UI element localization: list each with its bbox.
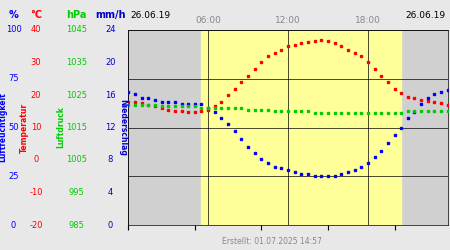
Text: %: %: [9, 10, 18, 20]
Text: °C: °C: [30, 10, 42, 20]
Text: Erstellt: 01.07.2025 14:57: Erstellt: 01.07.2025 14:57: [222, 237, 322, 246]
Bar: [202, 30, 401, 225]
Text: 30: 30: [31, 58, 41, 67]
Text: 1035: 1035: [66, 58, 87, 67]
Text: 1005: 1005: [66, 156, 87, 164]
Text: 20: 20: [105, 58, 116, 67]
Text: 26.06.19: 26.06.19: [405, 10, 446, 20]
Text: 26.06.19: 26.06.19: [130, 10, 171, 20]
Text: Temperatur: Temperatur: [20, 102, 29, 152]
Text: 40: 40: [31, 26, 41, 35]
Text: -20: -20: [29, 220, 43, 230]
Text: 1025: 1025: [66, 90, 87, 100]
Text: 20: 20: [31, 90, 41, 100]
Text: 16: 16: [105, 90, 116, 100]
Text: 24: 24: [105, 26, 116, 35]
Text: 0: 0: [108, 220, 113, 230]
Text: 50: 50: [8, 123, 19, 132]
Text: 995: 995: [68, 188, 85, 197]
Text: hPa: hPa: [66, 10, 87, 20]
Text: 0: 0: [11, 220, 16, 230]
Text: 10: 10: [31, 123, 41, 132]
Text: Luftfeuchtigkeit: Luftfeuchtigkeit: [0, 92, 8, 162]
Text: Luftdruck: Luftdruck: [56, 106, 65, 148]
Text: 985: 985: [68, 220, 85, 230]
Text: 75: 75: [8, 74, 19, 83]
Text: 100: 100: [5, 26, 22, 35]
Text: 1015: 1015: [66, 123, 87, 132]
Text: 4: 4: [108, 188, 113, 197]
Text: 25: 25: [8, 172, 19, 181]
Text: 1045: 1045: [66, 26, 87, 35]
Text: 8: 8: [108, 156, 113, 164]
Text: -10: -10: [29, 188, 43, 197]
Text: mm/h: mm/h: [95, 10, 126, 20]
Text: Niederschlag: Niederschlag: [118, 99, 127, 156]
Text: 0: 0: [33, 156, 39, 164]
Text: 12: 12: [105, 123, 116, 132]
